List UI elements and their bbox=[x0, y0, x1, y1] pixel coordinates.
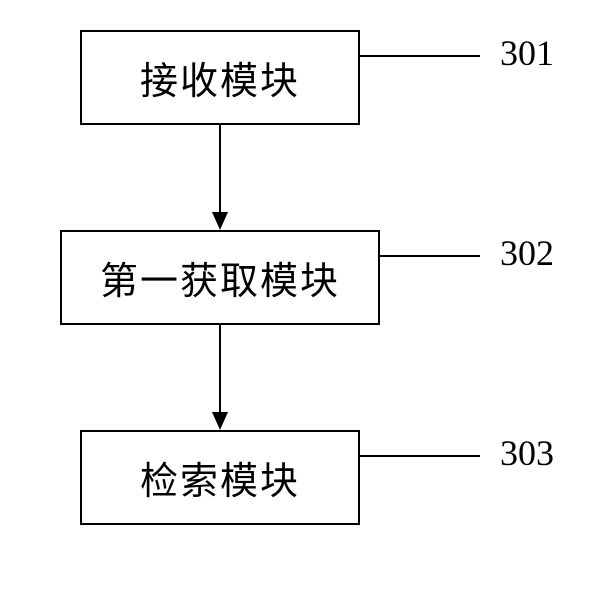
arrow-1-line bbox=[219, 125, 221, 212]
arrow-1-head bbox=[212, 212, 228, 230]
leader-line-3 bbox=[360, 455, 480, 457]
flow-box-1: 接收模块 bbox=[80, 30, 360, 125]
flow-box-2: 第一获取模块 bbox=[60, 230, 380, 325]
arrow-2-line bbox=[219, 325, 221, 412]
leader-line-1 bbox=[360, 55, 480, 57]
ref-label-1: 301 bbox=[500, 32, 554, 74]
flow-box-3: 检索模块 bbox=[80, 430, 360, 525]
leader-line-2 bbox=[380, 255, 480, 257]
flow-box-3-label: 检索模块 bbox=[140, 450, 300, 505]
ref-label-3: 303 bbox=[500, 432, 554, 474]
flow-box-2-label: 第一获取模块 bbox=[100, 250, 340, 305]
flow-box-1-label: 接收模块 bbox=[140, 50, 300, 105]
arrow-2-head bbox=[212, 412, 228, 430]
ref-label-2: 302 bbox=[500, 232, 554, 274]
